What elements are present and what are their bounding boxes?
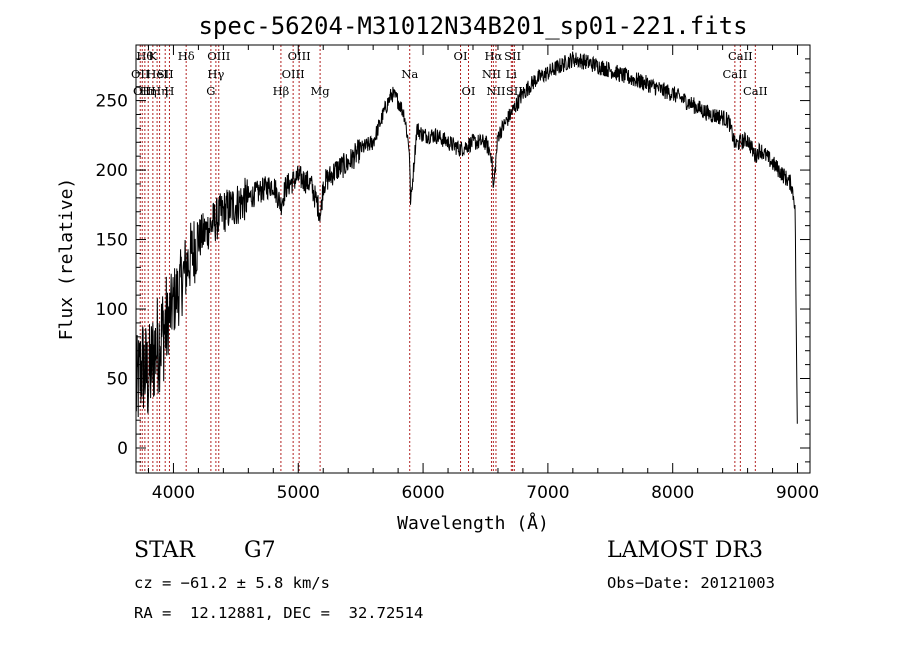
line-label-22: NII bbox=[486, 84, 505, 98]
line-label-9: Hδ bbox=[178, 49, 195, 63]
line-label-6: Hη bbox=[151, 84, 168, 98]
line-label-24: SII bbox=[504, 49, 521, 63]
line-label-2: Hθ bbox=[136, 49, 153, 63]
line-label-25: SII bbox=[506, 84, 523, 98]
x-tick-label-2: 6000 bbox=[401, 483, 444, 503]
line-label-3: Hη bbox=[140, 84, 157, 98]
line-label-28: CaII bbox=[743, 84, 768, 98]
line-label-18: OI bbox=[454, 49, 468, 63]
object-class: STAR bbox=[134, 538, 195, 563]
x-tick-label-5: 9000 bbox=[776, 483, 819, 503]
line-label-21: Hα bbox=[484, 49, 502, 63]
x-tick-label-4: 8000 bbox=[651, 483, 694, 503]
line-label-16: Mg bbox=[311, 84, 331, 98]
y-tick-label-1: 50 bbox=[106, 370, 128, 390]
x-tick-label-1: 5000 bbox=[277, 483, 320, 503]
x-axis-label: Wavelength (Å) bbox=[397, 512, 549, 534]
line-label-11: Hγ bbox=[207, 67, 224, 81]
line-label-15: OIII bbox=[288, 49, 311, 63]
survey-name: LAMOST DR3 bbox=[607, 538, 763, 563]
line-label-12: OIII bbox=[207, 49, 230, 63]
y-tick-label-0: 0 bbox=[117, 439, 128, 459]
y-tick-label-5: 250 bbox=[96, 92, 128, 112]
line-label-10: G bbox=[206, 84, 215, 98]
observation-date: Obs−Date: 20121003 bbox=[607, 574, 775, 592]
line-label-4: K bbox=[149, 49, 158, 63]
line-label-26: CaII bbox=[722, 67, 747, 81]
y-axis-ticks: 0 50 100 150 200 250 bbox=[96, 58, 810, 463]
line-label-1: OII bbox=[133, 84, 152, 98]
line-label-14: OIII bbox=[282, 67, 305, 81]
spectrum-line bbox=[135, 51, 798, 424]
x-tick-label-3: 7000 bbox=[526, 483, 569, 503]
line-label-27: CaII bbox=[728, 49, 753, 63]
coordinates: RA = 12.12881, DEC = 32.72514 bbox=[134, 604, 424, 622]
chart-title: spec-56204-M31012N34B201_sp01-221.fits bbox=[198, 12, 747, 40]
x-axis-ticks: 4000 5000 6000 7000 8000 9000 bbox=[147, 45, 819, 503]
line-label-19: OI bbox=[462, 84, 476, 98]
line-label-5: HeI bbox=[146, 67, 167, 81]
spectral-line-markers bbox=[139, 45, 756, 473]
line-label-13: Hβ bbox=[273, 84, 290, 98]
object-subclass: G7 bbox=[244, 538, 276, 563]
redshift-velocity: cz = −61.2 ± 5.8 km/s bbox=[134, 574, 330, 592]
x-tick-label-0: 4000 bbox=[152, 483, 195, 503]
line-label-8: H bbox=[164, 84, 174, 98]
line-label-23: Li bbox=[506, 67, 518, 81]
y-tick-label-4: 200 bbox=[96, 161, 128, 181]
line-label-20: NII bbox=[482, 67, 501, 81]
y-tick-label-3: 150 bbox=[96, 231, 128, 251]
line-label-7: SII bbox=[157, 67, 174, 81]
y-tick-label-2: 100 bbox=[96, 300, 128, 320]
line-label-17: Na bbox=[401, 67, 418, 81]
y-axis-label: Flux (relative) bbox=[56, 178, 77, 341]
